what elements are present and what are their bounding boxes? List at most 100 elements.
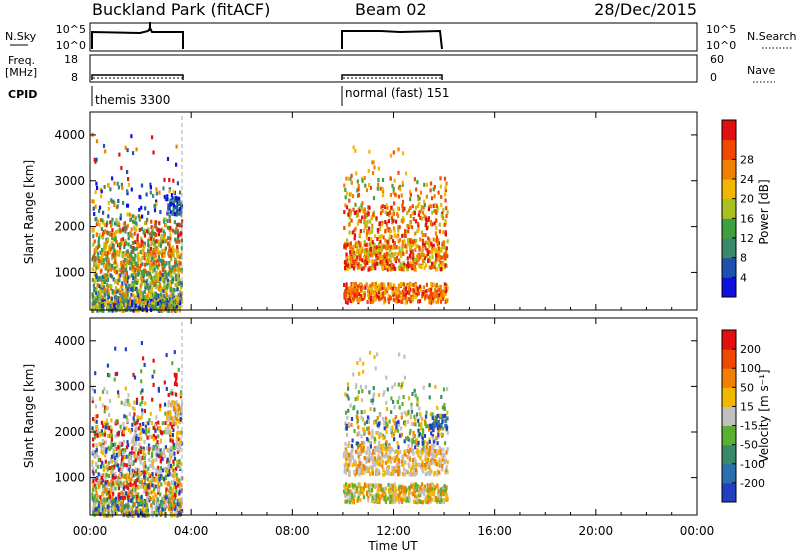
range-cell <box>175 268 179 273</box>
range-cell <box>150 219 153 224</box>
range-cell <box>389 483 392 488</box>
range-cell <box>383 260 386 265</box>
range-cell <box>139 450 142 455</box>
range-cell <box>106 473 109 478</box>
range-cell <box>396 290 399 295</box>
range-cell <box>107 445 110 450</box>
range-cell <box>358 265 361 270</box>
range-cell <box>147 289 151 294</box>
range-cell <box>114 472 117 477</box>
range-cell <box>154 484 157 489</box>
colorbar-tick-label: 20 <box>740 193 754 206</box>
range-cell <box>174 295 178 299</box>
range-cell <box>120 449 123 454</box>
range-cell <box>134 510 137 515</box>
range-cell <box>130 283 133 288</box>
range-cell <box>412 288 415 292</box>
range-cell <box>395 468 398 473</box>
range-cell <box>133 247 136 252</box>
range-cell <box>161 498 164 503</box>
range-cell <box>151 397 154 402</box>
range-cell <box>93 288 96 293</box>
range-cell <box>177 437 180 442</box>
range-cell <box>109 488 112 492</box>
range-cell <box>397 283 401 288</box>
range-cell <box>441 467 444 472</box>
range-cell <box>131 300 134 305</box>
range-cell <box>364 263 367 268</box>
range-cell <box>147 248 150 253</box>
range-cell <box>345 293 348 298</box>
range-cell <box>353 294 356 298</box>
range-cell <box>381 245 384 250</box>
range-cell <box>412 261 415 266</box>
range-cell <box>422 210 425 215</box>
range-cell <box>389 295 392 300</box>
range-cell <box>164 246 167 251</box>
range-cell <box>91 492 94 497</box>
range-cell <box>167 236 170 241</box>
range-cell <box>151 227 155 232</box>
range-cell <box>180 210 183 215</box>
range-cell <box>393 233 397 238</box>
range-cell <box>443 176 447 181</box>
range-cell <box>392 211 395 216</box>
range-cell <box>121 253 124 258</box>
range-cell <box>166 413 169 417</box>
range-cell <box>430 261 434 266</box>
range-cell <box>393 499 396 504</box>
range-cell <box>406 211 409 215</box>
range-cell <box>356 244 359 249</box>
range-cell <box>413 292 416 297</box>
range-cell <box>347 463 350 468</box>
range-cell <box>140 494 143 499</box>
range-cell <box>409 299 412 304</box>
range-cell <box>118 278 121 283</box>
range-cell <box>443 222 446 227</box>
range-cell <box>350 245 353 249</box>
range-cell <box>110 223 113 228</box>
range-cell <box>440 452 443 457</box>
range-cell <box>95 287 98 292</box>
range-cell <box>139 431 143 436</box>
range-cell <box>122 481 125 486</box>
range-cell <box>141 400 144 405</box>
range-cell <box>387 464 390 469</box>
range-cell <box>375 259 378 264</box>
range-cell <box>420 265 423 270</box>
range-cell <box>91 199 94 204</box>
range-cell <box>351 259 355 264</box>
range-cell <box>92 206 95 211</box>
range-cell <box>176 230 179 235</box>
range-cell <box>439 487 443 492</box>
range-cell <box>436 449 439 454</box>
range-cell <box>148 427 151 432</box>
range-cell <box>160 482 163 487</box>
range-cell <box>176 222 179 227</box>
range-cell <box>360 176 364 181</box>
range-cell <box>381 220 384 225</box>
range-cell <box>121 508 124 513</box>
range-cell <box>117 305 120 309</box>
range-cell <box>421 482 424 487</box>
range-cell <box>166 447 169 452</box>
range-cell <box>175 277 178 282</box>
range-cell <box>156 446 159 451</box>
range-cell <box>148 434 151 439</box>
range-cell <box>343 226 346 230</box>
range-cell <box>413 471 416 476</box>
range-cell <box>135 494 138 499</box>
range-cell <box>134 508 137 513</box>
range-cell <box>351 230 354 235</box>
range-cell <box>148 485 151 490</box>
range-cell <box>345 499 349 504</box>
range-cell <box>124 277 127 282</box>
range-cell <box>412 451 415 456</box>
range-cell <box>134 253 137 258</box>
range-cell <box>160 240 163 245</box>
range-cell <box>439 448 442 453</box>
range-cell <box>413 263 416 268</box>
range-cell <box>161 476 164 481</box>
range-cell <box>347 296 350 301</box>
range-cell <box>438 229 441 234</box>
